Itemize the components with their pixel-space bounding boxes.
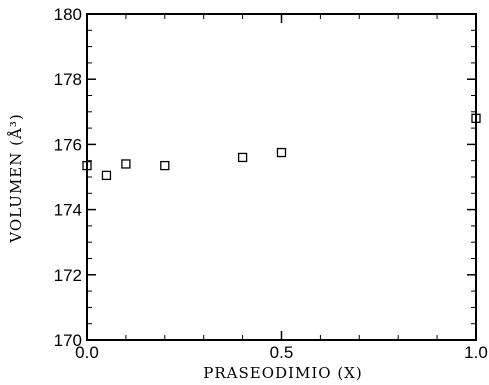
plot-frame bbox=[86, 13, 477, 341]
x-axis-title: PRASEODIMIO (X) bbox=[203, 364, 362, 382]
tick-labels: 170 172 174 176 178 180 0.0 0.5 1.0 bbox=[54, 5, 488, 362]
data-point bbox=[101, 170, 112, 181]
y-tick-label: 178 bbox=[54, 70, 82, 89]
y-tick-label: 176 bbox=[54, 135, 82, 154]
data-point bbox=[276, 147, 287, 158]
y-tick-label: 172 bbox=[54, 266, 82, 285]
y-axis-title: VOLUMEN (Å³) bbox=[7, 113, 25, 243]
data-point bbox=[160, 160, 170, 171]
y-tick-label: 170 bbox=[54, 331, 82, 350]
data-points bbox=[82, 113, 481, 181]
data-point bbox=[237, 152, 248, 163]
data-point bbox=[82, 160, 92, 171]
y-tick-label: 174 bbox=[54, 201, 82, 220]
data-point bbox=[121, 159, 131, 169]
y-tick-label: 180 bbox=[54, 5, 82, 24]
tick-marks bbox=[86, 13, 477, 341]
x-tick-label: 0.0 bbox=[75, 343, 99, 362]
data-point bbox=[471, 113, 481, 123]
x-tick-label: 1.0 bbox=[464, 343, 488, 362]
x-tick-label: 0.5 bbox=[270, 343, 294, 362]
